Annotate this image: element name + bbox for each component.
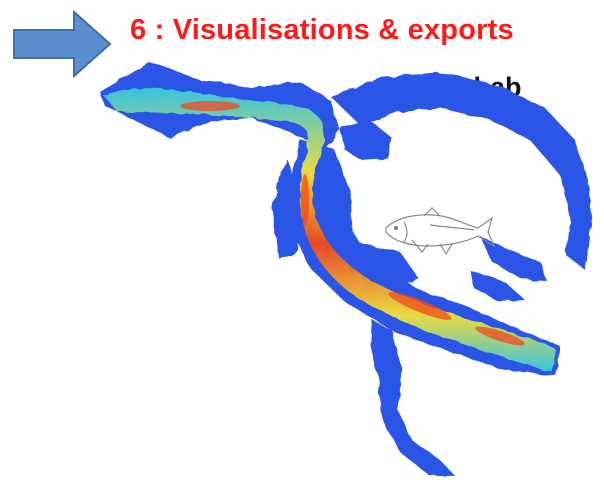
habitat-hotspots <box>180 101 525 346</box>
slide-title: 6 : Visualisations & exports <box>130 14 514 46</box>
right-arrow-icon <box>13 9 112 79</box>
fish-drawing-icon <box>385 207 496 256</box>
